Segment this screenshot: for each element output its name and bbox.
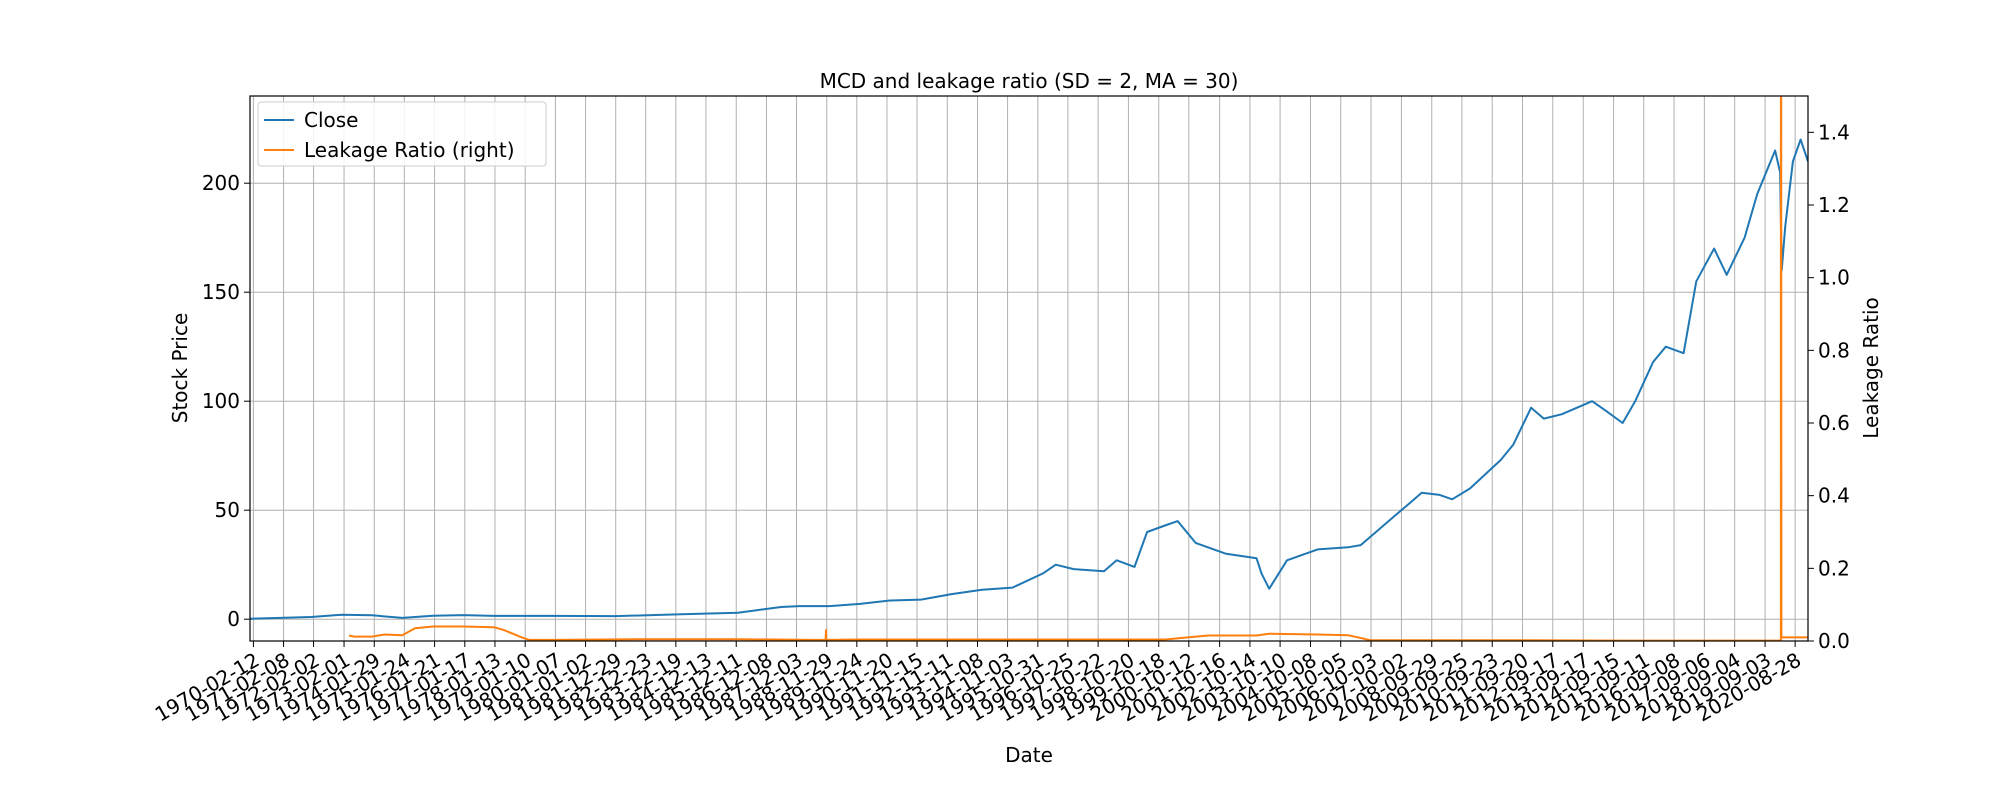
plot-frame <box>249 95 1809 642</box>
legend-label-close: Close <box>304 108 358 132</box>
series-line-leakage-ratio <box>348 96 1808 641</box>
y-right-tick-label: 0.4 <box>1818 484 1850 508</box>
y-tick-label: 50 <box>215 498 240 522</box>
y-right-tick-label: 1.2 <box>1818 193 1850 217</box>
y-right-tick-label: 0.0 <box>1818 629 1850 653</box>
y-right-tick-label: 0.2 <box>1818 556 1850 580</box>
left-axis: 0 50 100 150 200 <box>202 171 250 631</box>
y-axis-label-right: Leakage Ratio <box>1859 297 1883 439</box>
y-tick-label: 0 <box>227 607 240 631</box>
series-layer <box>250 96 1808 641</box>
x-axis: 1970-02-121971-02-081972-02-021973-02-01… <box>151 641 1805 726</box>
y-right-tick-label: 1.4 <box>1818 120 1850 144</box>
y-tick-label: 200 <box>202 171 240 195</box>
legend-box <box>257 101 547 167</box>
x-axis-label: Date <box>1005 743 1053 767</box>
y-right-tick-label: 0.6 <box>1818 411 1850 435</box>
series-line-close <box>250 138 1808 620</box>
right-axis: 0.0 0.2 0.4 0.6 0.8 1.0 1.2 1.4 <box>1808 120 1850 653</box>
y-tick-label: 150 <box>202 280 240 304</box>
legend: Close Leakage Ratio (right) <box>257 101 547 167</box>
y-right-tick-label: 1.0 <box>1818 266 1850 290</box>
y-right-tick-label: 0.8 <box>1818 338 1850 362</box>
chart-title: MCD and leakage ratio (SD = 2, MA = 30) <box>820 69 1239 93</box>
grid <box>250 96 1808 641</box>
y-axis-label: Stock Price <box>168 313 192 424</box>
legend-label-leakage: Leakage Ratio (right) <box>304 138 515 162</box>
y-tick-label: 100 <box>202 389 240 413</box>
